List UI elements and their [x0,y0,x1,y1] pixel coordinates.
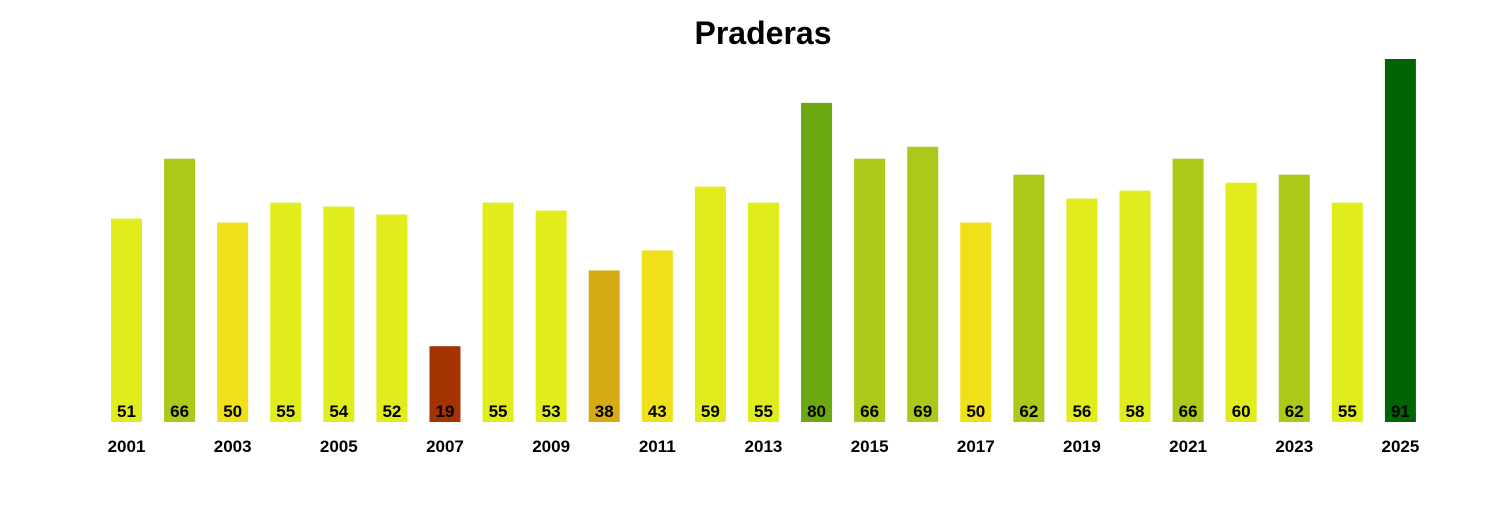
bar-2008 [482,202,514,422]
data-label-2007: 19 [436,402,455,421]
data-label-2008: 55 [489,402,508,421]
data-label-2020: 58 [1126,402,1145,421]
data-label-2006: 52 [382,402,401,421]
bar-2010 [588,270,620,422]
bar-2001 [111,218,142,422]
bar-2020 [1119,190,1151,422]
bar-2003 [217,222,249,422]
bar-2007 [429,346,461,422]
x-tick-label-2021: 2021 [1169,437,1207,456]
data-label-2023: 62 [1285,402,1304,421]
bar-2002 [164,158,196,422]
x-tick-label-2019: 2019 [1063,437,1101,456]
data-label-2022: 60 [1232,402,1251,421]
data-label-2019: 56 [1072,402,1091,421]
bar-2016 [907,146,939,422]
x-tick-label-2025: 2025 [1382,437,1420,456]
bar-2023 [1278,174,1310,422]
bar-2024 [1331,202,1363,422]
data-label-2003: 50 [223,402,242,421]
data-label-2017: 50 [966,402,985,421]
bar-2017 [960,222,992,422]
bar-2014 [801,102,833,422]
data-label-2011: 43 [648,402,667,421]
x-tick-label-2013: 2013 [745,437,783,456]
bar-2018 [1013,174,1045,422]
data-label-2001: 51 [117,402,136,421]
bar-2011 [641,250,673,422]
data-label-2009: 53 [542,402,561,421]
data-label-2025: 91 [1391,402,1410,421]
bar-2004 [270,202,302,422]
data-label-2018: 62 [1019,402,1038,421]
x-tick-label-2015: 2015 [851,437,889,456]
x-tick-label-2003: 2003 [214,437,252,456]
data-label-2015: 66 [860,402,879,421]
bar-2006 [376,214,408,422]
bar-2025 [1384,59,1416,422]
data-label-2004: 55 [276,402,295,421]
bar-2021 [1172,158,1204,422]
data-label-2013: 55 [754,402,773,421]
x-tick-label-2009: 2009 [532,437,570,456]
bar-2015 [854,158,886,422]
chart-title: Praderas [695,15,832,51]
data-label-2021: 66 [1179,402,1198,421]
bar-2022 [1225,182,1257,422]
x-tick-label-2007: 2007 [426,437,464,456]
data-label-2016: 69 [913,402,932,421]
data-label-2005: 54 [329,402,348,421]
x-tick-label-2005: 2005 [320,437,358,456]
x-tick-label-2001: 2001 [108,437,146,456]
bar-2012 [694,186,726,422]
x-tick-label-2017: 2017 [957,437,995,456]
x-tick-label-2023: 2023 [1275,437,1313,456]
data-label-2012: 59 [701,402,720,421]
data-label-2014: 80 [807,402,826,421]
data-label-2002: 66 [170,402,189,421]
bar-2009 [535,210,567,422]
x-tick-label-2011: 2011 [639,437,676,456]
bar-2013 [747,202,779,422]
bar-2005 [323,206,355,422]
data-label-2010: 38 [595,402,614,421]
bar-2019 [1066,198,1098,422]
data-label-2024: 55 [1338,402,1357,421]
